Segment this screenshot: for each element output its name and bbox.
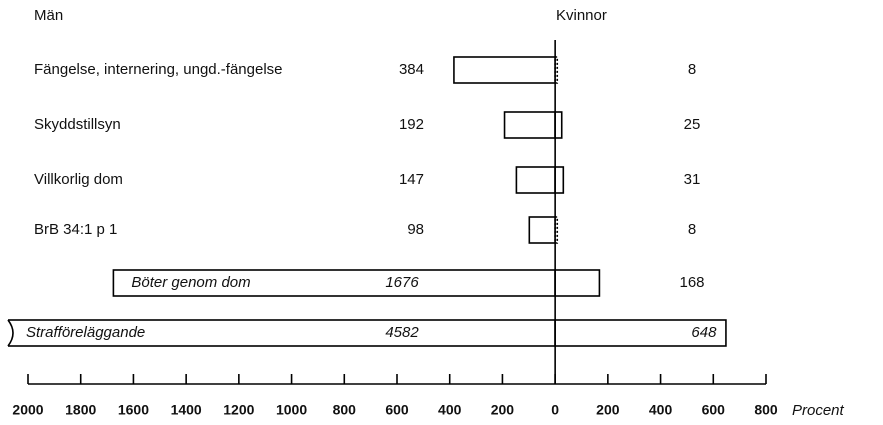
x-tick-label: 800 [333, 402, 357, 418]
bar-women [554, 111, 563, 139]
category-label: Villkorlig dom [34, 171, 123, 188]
x-tick-label: 200 [491, 402, 515, 418]
series-header-women: Kvinnor [556, 7, 607, 24]
value-label-women: 648 [691, 324, 717, 341]
bar-men [515, 166, 556, 194]
x-tick-label: 1000 [276, 402, 307, 418]
value-label-women: 8 [688, 221, 696, 238]
value-label-men: 147 [399, 171, 424, 188]
value-label-men: 192 [399, 116, 424, 133]
series-header-men: Män [34, 7, 63, 24]
bar-men [453, 56, 556, 84]
category-label: Böter genom dom [131, 274, 250, 291]
x-tick-label: 1800 [65, 402, 96, 418]
x-tick-label: 600 [702, 402, 726, 418]
category-label: BrB 34:1 p 1 [34, 221, 117, 238]
bar-women [554, 269, 601, 297]
x-tick-label: 1600 [118, 402, 149, 418]
bar-women [554, 56, 559, 84]
x-tick-label: 400 [649, 402, 673, 418]
value-label-men: 1676 [385, 274, 419, 291]
bar-men [528, 216, 556, 244]
x-tick-label: 0 [551, 402, 559, 418]
bar-men [503, 111, 556, 139]
x-tick-label: 600 [385, 402, 409, 418]
bar-women [554, 166, 565, 194]
category-label: Strafföreläggande [26, 324, 145, 341]
x-tick-label: 800 [754, 402, 778, 418]
value-label-women: 8 [688, 61, 696, 78]
bar-women [554, 216, 559, 244]
x-tick-label: 400 [438, 402, 462, 418]
value-label-men: 98 [407, 221, 424, 238]
value-label-men: 4582 [385, 324, 419, 341]
break-mark [7, 319, 14, 347]
value-label-women: 168 [679, 274, 704, 291]
category-label: Fängelse, internering, ungd.-fängelse [34, 61, 283, 78]
category-label: Skyddstillsyn [34, 116, 121, 133]
x-tick-label: 2000 [12, 402, 43, 418]
value-label-women: 25 [684, 116, 701, 133]
bars [8, 56, 727, 347]
x-axis-label: Procent [792, 402, 845, 419]
value-label-women: 31 [684, 171, 701, 188]
value-label-men: 384 [399, 61, 424, 78]
x-tick-label: 1200 [223, 402, 254, 418]
x-tick-label: 200 [596, 402, 620, 418]
x-tick-label: 1400 [171, 402, 202, 418]
